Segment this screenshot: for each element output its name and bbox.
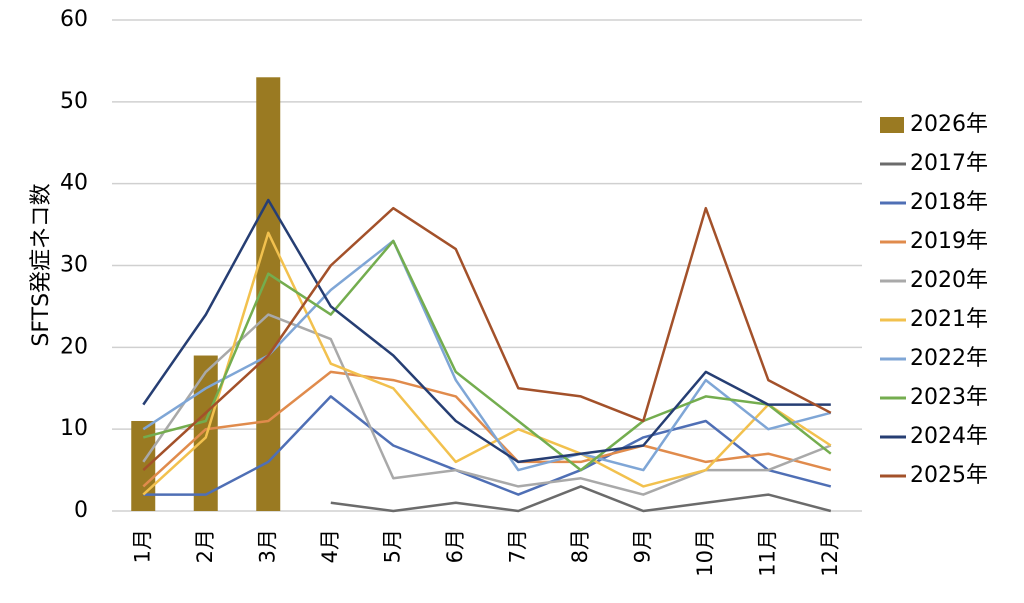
legend-label: 2022年 (910, 346, 988, 371)
x-tick-label: 10月 (693, 529, 717, 577)
series-line (330, 485, 832, 513)
y-tick-label: 0 (74, 498, 88, 523)
series-line (143, 395, 832, 496)
legend-label: 2025年 (910, 463, 988, 488)
y-tick-label: 20 (60, 334, 88, 359)
series-line (142, 198, 831, 464)
x-tick-label: 12月 (818, 529, 842, 577)
y-tick-label: 30 (60, 253, 88, 278)
legend: 2026年 2017年 2018年 2019年 2020年 2021年 2022年 2023年… (880, 112, 988, 488)
series-line (142, 206, 832, 472)
y-tick-label: 10 (60, 416, 88, 441)
legend-label: 2021年 (910, 307, 988, 332)
legend-label: 2024年 (910, 424, 988, 449)
series-line (142, 313, 832, 496)
x-axis-ticks: 1月 2月 3月 4月 5月 6月 7月 8月 9月 10月 11月 12月 (130, 529, 842, 577)
y-axis-label: SFTS発症ネコ数 (29, 183, 54, 346)
x-tick-label: 3月 (255, 529, 279, 563)
y-axis-ticks: 0 10 20 30 40 50 60 (60, 7, 88, 523)
legend-label: 2026年 (910, 112, 988, 137)
legend-swatch-bar (880, 117, 904, 133)
series-line (142, 239, 832, 472)
legend-label: 2017年 (910, 151, 988, 176)
y-tick-label: 50 (60, 89, 88, 114)
y-tick-label: 60 (60, 7, 88, 32)
legend-label: 2018年 (910, 190, 988, 215)
x-tick-label: 4月 (318, 529, 342, 563)
x-tick-label: 1月 (130, 529, 154, 563)
series-line (142, 231, 832, 496)
x-tick-label: 11月 (755, 529, 779, 577)
legend-label: 2019年 (910, 229, 988, 254)
y-tick-label: 40 (60, 171, 88, 196)
line-series (142, 198, 832, 513)
legend-label: 2020年 (910, 268, 988, 293)
series-line (142, 239, 832, 472)
gridlines (112, 19, 862, 512)
legend-label: 2023年 (910, 385, 988, 410)
x-tick-label: 8月 (568, 529, 592, 563)
x-tick-label: 7月 (505, 529, 529, 563)
bar (193, 355, 218, 511)
x-tick-label: 9月 (630, 529, 654, 563)
x-tick-label: 5月 (380, 529, 404, 563)
x-tick-label: 6月 (443, 529, 467, 563)
x-tick-label: 2月 (193, 529, 217, 563)
